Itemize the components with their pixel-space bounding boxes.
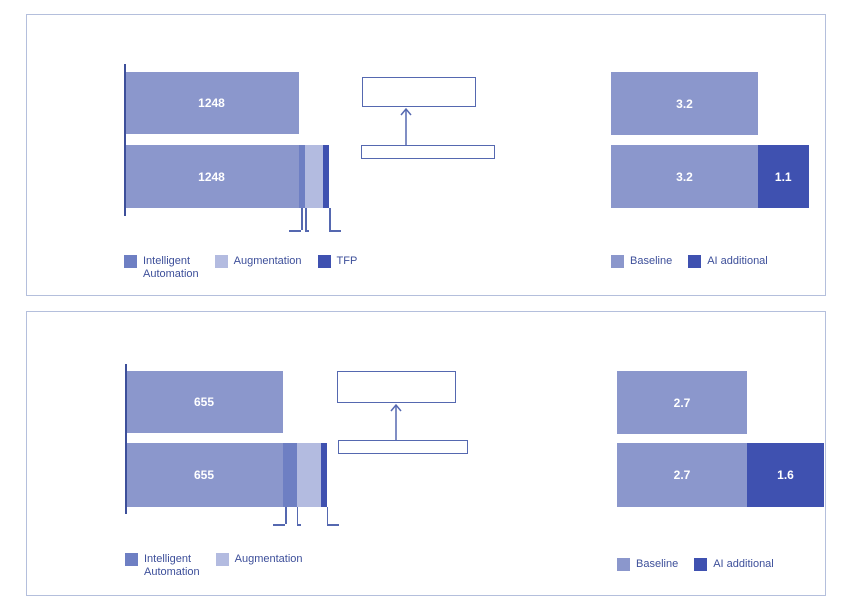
bar-segment	[305, 145, 324, 208]
bar-segment	[617, 443, 747, 507]
legend-swatch	[317, 255, 331, 268]
legend-item: Intelligent Automation	[125, 553, 200, 579]
bar-segment	[283, 443, 297, 507]
total-gva-box	[338, 440, 468, 454]
bar-segment	[124, 72, 299, 134]
total-gva-box	[361, 145, 495, 159]
legend-item: AI additional	[694, 558, 774, 571]
annotation-tick	[285, 507, 287, 524]
legend-swatch	[124, 255, 137, 268]
legend-swatch	[688, 255, 702, 268]
annotation-tick	[326, 507, 329, 524]
bar-value-label: 1.6	[777, 468, 794, 482]
legend-item: Augmentation	[214, 255, 302, 281]
bar-segment	[758, 145, 809, 208]
bar-segment	[323, 145, 330, 208]
bar-segment	[296, 443, 321, 507]
legend-label: AI additional	[713, 558, 774, 570]
increase-callout	[362, 77, 476, 107]
bar-segment	[611, 145, 758, 208]
chart-legend: Intelligent Automation Augmentation TFP	[124, 255, 373, 281]
uae-panel	[26, 311, 826, 596]
legend-label: Augmentation	[234, 553, 303, 565]
bar-segment	[125, 443, 283, 507]
bar-segment	[320, 443, 327, 507]
legend-item: Augmentation	[215, 553, 303, 579]
bar-segment	[617, 371, 747, 434]
legend-swatch	[214, 255, 228, 268]
annotation-connector	[273, 524, 285, 526]
chart-legend: Intelligent Automation Augmentation	[125, 553, 319, 579]
annotation-connector	[305, 230, 310, 232]
annotation-connector	[329, 230, 342, 232]
annotation-tick	[305, 208, 307, 230]
legend-swatch	[611, 255, 624, 268]
chart-legend: Baseline AI additional	[617, 558, 790, 571]
legend-swatch	[694, 558, 708, 571]
bar-segment	[124, 145, 299, 208]
annotation-connector	[289, 230, 301, 232]
annotation-tick	[296, 507, 298, 524]
legend-item: TFP	[317, 255, 358, 281]
bar-value-label: 1.1	[774, 169, 792, 184]
bar-segment	[611, 72, 758, 135]
legend-swatch	[215, 553, 229, 566]
annotation-connector	[326, 524, 339, 526]
legend-label: AI additional	[707, 255, 768, 267]
legend-item: Intelligent Automation	[124, 255, 199, 281]
legend-label: Baseline	[636, 558, 679, 570]
bar-value-label: 3.2	[676, 96, 693, 111]
bar-value-label: 1248	[198, 96, 225, 110]
annotation-connector	[296, 524, 301, 526]
bar-value-label: 2.7	[673, 468, 691, 482]
legend-item: Baseline	[617, 558, 678, 571]
chart-legend: Baseline AI additional	[611, 255, 784, 268]
bar-segment	[299, 145, 306, 208]
bar-value-label: 655	[193, 468, 215, 482]
legend-label: Intelligent Automation	[143, 255, 199, 280]
annotation-tick	[329, 208, 331, 230]
legend-label: TFP	[336, 255, 358, 267]
bar-value-label: 1248	[198, 169, 225, 184]
legend-label: Intelligent Automation	[144, 553, 200, 578]
bar-segment	[125, 371, 283, 433]
legend-swatch	[617, 558, 630, 571]
y-axis-line	[124, 64, 126, 216]
increase-callout	[337, 371, 456, 403]
up-arrow-icon	[400, 107, 412, 145]
bar-value-label: 655	[193, 395, 215, 409]
saudi-panel	[26, 14, 826, 296]
legend-label: Augmentation	[233, 255, 302, 267]
bar-value-label: 2.7	[673, 395, 691, 410]
bar-value-label: 3.2	[676, 169, 693, 184]
bar-segment	[747, 443, 825, 507]
y-axis-line	[125, 364, 127, 514]
legend-label: Baseline	[630, 255, 673, 267]
up-arrow-icon	[390, 403, 402, 440]
legend-item: AI additional	[688, 255, 768, 268]
legend-item: Baseline	[611, 255, 672, 268]
legend-swatch	[125, 553, 138, 566]
annotation-tick	[301, 208, 303, 230]
